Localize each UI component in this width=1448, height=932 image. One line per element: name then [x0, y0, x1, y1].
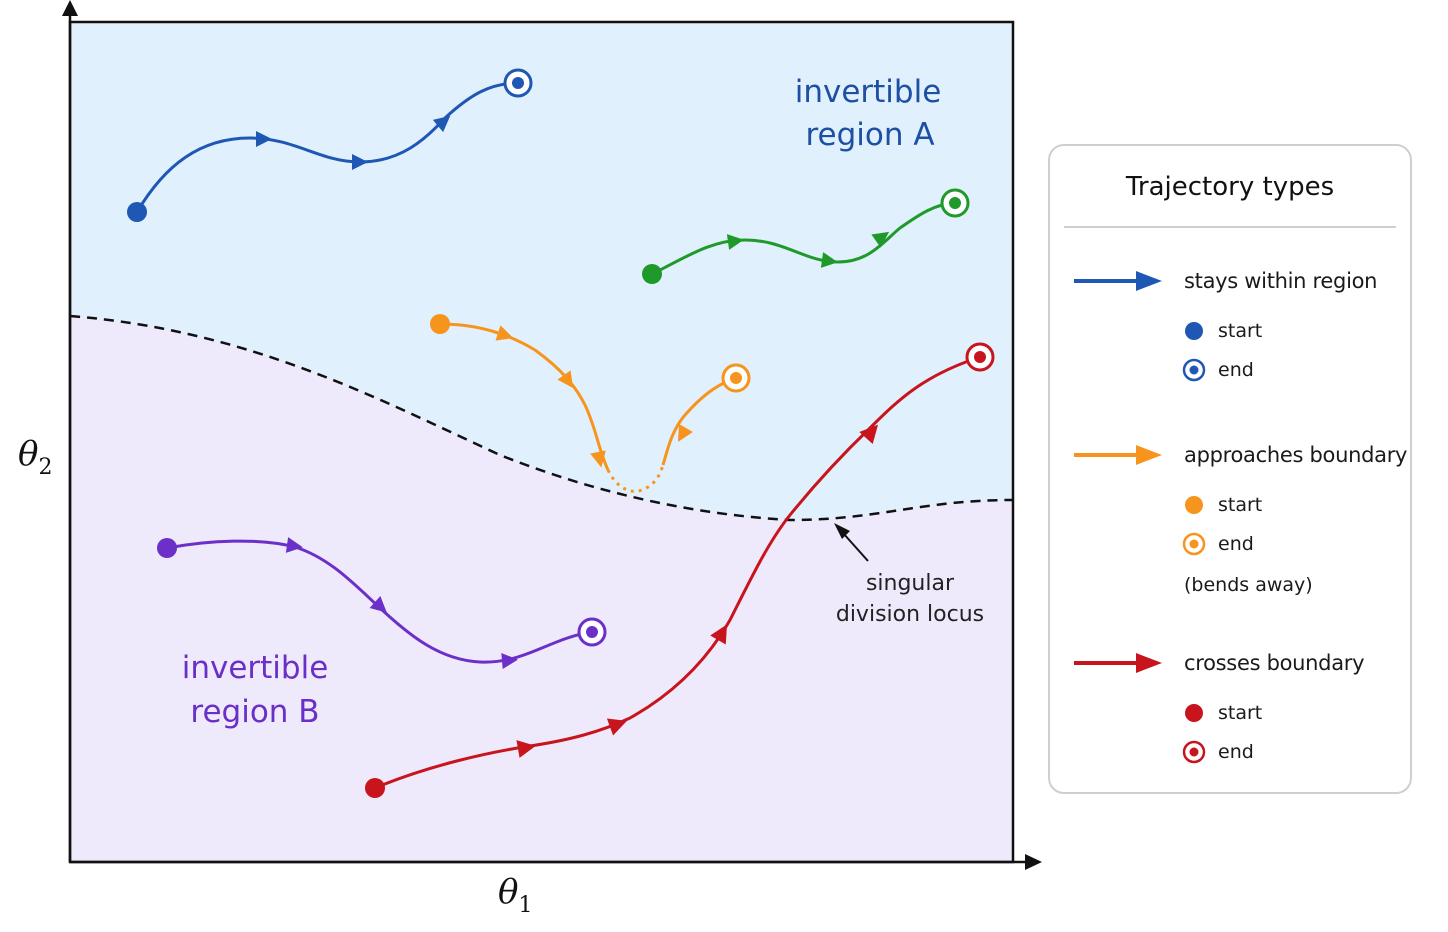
trajectory-red — [365, 342, 995, 798]
trajectory-red-arrow — [516, 740, 536, 758]
trajectory-orange-path-out — [661, 376, 737, 466]
trajectory-red-arrow — [606, 718, 627, 736]
legend-start-dot-orange-icon — [1185, 496, 1203, 514]
legend-label-approaches: approaches boundary — [1184, 443, 1408, 467]
trajectory-purple — [157, 537, 607, 669]
legend-end-ring-orange-icon — [1182, 532, 1206, 556]
trajectory-orange-end-dot — [730, 372, 742, 384]
trajectory-orange — [430, 314, 751, 493]
y-axis-label: θ2 — [18, 434, 52, 480]
locus-label-line1: singular — [866, 571, 955, 596]
trajectory-orange-arrow — [590, 450, 606, 468]
trajectory-orange-arrow — [495, 325, 514, 341]
x-axis-label: θ1 — [498, 872, 532, 918]
legend-start-label-orange: start — [1218, 494, 1263, 516]
legend-end-label-orange: end — [1218, 533, 1254, 555]
legend-label-stays: stays within region — [1184, 269, 1378, 293]
locus-label-line2: division locus — [836, 602, 984, 627]
legend: Trajectory types stays within region sta… — [1048, 144, 1412, 794]
trajectory-purple-end-dot — [586, 626, 598, 638]
trajectory-blue-arrow — [432, 115, 451, 133]
region-b-label-line2: region B — [190, 694, 319, 730]
y-axis-subscript: 2 — [38, 455, 52, 480]
trajectory-green-arrow — [820, 252, 838, 268]
locus-pointer-arrowhead — [834, 523, 850, 539]
trajectory-blue-start-dot — [127, 202, 147, 222]
singular-division-locus — [69, 314, 1014, 522]
trajectory-orange-path-in — [439, 322, 610, 471]
trajectory-blue-arrow — [352, 154, 368, 170]
legend-label-crosses: crosses boundary — [1184, 651, 1365, 675]
legend-title: Trajectory types — [1125, 172, 1335, 202]
legend-divider — [1064, 226, 1396, 228]
trajectory-blue — [127, 68, 533, 222]
legend-note-bends-away: (bends away) — [1184, 574, 1313, 596]
region-a-label-line2: region A — [805, 117, 934, 153]
trajectory-orange-arrow — [678, 424, 693, 442]
trajectory-red-arrow — [859, 424, 879, 445]
legend-start-label-red: start — [1218, 702, 1263, 724]
legend-end-label-blue: end — [1218, 359, 1254, 381]
y-axis-symbol: θ — [18, 434, 38, 474]
x-axis-subscript: 1 — [518, 893, 532, 918]
trajectory-green-end-dot — [949, 197, 961, 209]
trajectory-blue-arrow — [256, 131, 272, 147]
trajectory-red-start-dot — [365, 778, 385, 798]
trajectory-purple-arrow — [501, 653, 518, 669]
trajectory-red-arrow — [710, 624, 727, 645]
region-b-label-line1: invertible — [182, 650, 329, 686]
legend-start-dot-red-icon — [1185, 704, 1203, 722]
region-b-fill — [70, 316, 1013, 862]
legend-start-dot-blue-icon — [1185, 322, 1203, 340]
trajectory-green-arrow — [726, 234, 744, 250]
trajectory-red-end-dot — [974, 351, 986, 363]
trajectory-blue-end-dot — [512, 77, 524, 89]
trajectory-green-start-dot — [642, 264, 662, 284]
legend-end-ring-blue-icon — [1182, 358, 1206, 382]
legend-arrow-orange-icon — [1074, 445, 1162, 465]
trajectory-purple-arrow — [285, 537, 303, 553]
locus-pointer-line — [842, 532, 869, 562]
region-a-label-line1: invertible — [795, 74, 942, 110]
trajectory-green — [642, 188, 970, 284]
legend-arrow-blue-icon — [1074, 271, 1162, 291]
trajectory-purple-arrow — [369, 596, 387, 613]
legend-arrow-red-icon — [1074, 653, 1162, 673]
x-axis-symbol: θ — [498, 872, 518, 912]
trajectory-orange-start-dot — [430, 314, 450, 334]
legend-end-label-red: end — [1218, 741, 1254, 763]
x-axis-arrowhead — [1025, 854, 1042, 870]
trajectory-green-arrow — [871, 231, 890, 248]
trajectory-orange-arrow — [557, 370, 574, 389]
legend-end-ring-red-icon — [1182, 740, 1206, 764]
y-axis-arrowhead — [62, 0, 78, 16]
legend-start-label-blue: start — [1218, 320, 1263, 342]
trajectory-purple-start-dot — [157, 538, 177, 558]
